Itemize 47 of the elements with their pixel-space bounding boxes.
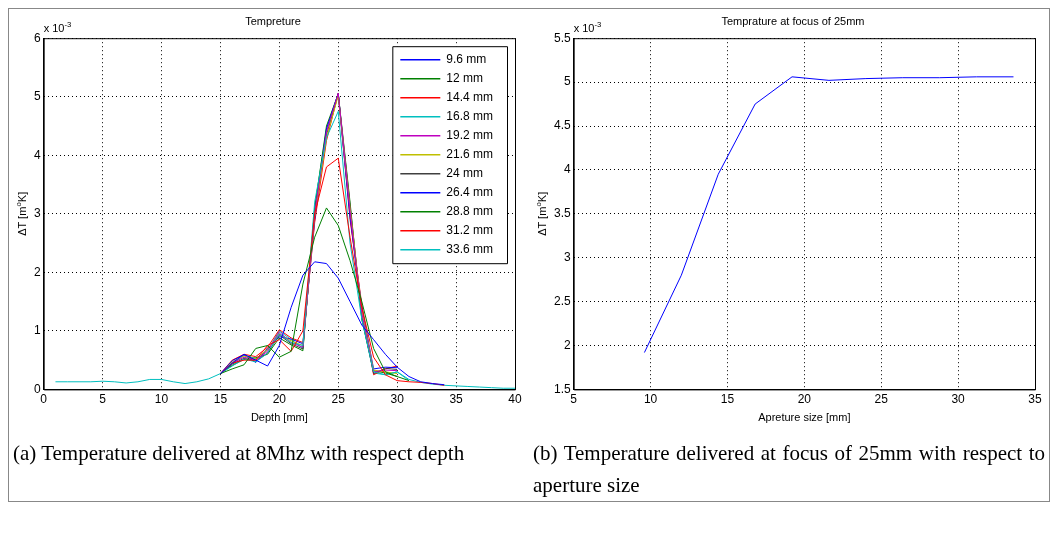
- chart-title: Tempreture: [245, 14, 301, 27]
- x-axis-title: Depth [mm]: [250, 411, 308, 424]
- legend-label: 21.6 mm: [446, 147, 494, 162]
- x-tick-label: 10: [154, 391, 169, 406]
- x-tick-label: 30: [951, 391, 966, 406]
- y-tick-label: 4: [563, 162, 571, 177]
- x-tick-label: 15: [213, 391, 228, 406]
- x-tick-label: 5: [99, 391, 107, 406]
- y-tick-label: 1.5: [553, 381, 571, 396]
- y-tick-label: 1: [33, 323, 41, 338]
- y-tick-label: 4: [33, 147, 41, 162]
- legend-label: 16.8 mm: [446, 109, 494, 124]
- y-tick-label: 4.5: [553, 118, 571, 133]
- chart-title: Temprature at focus of 25mm: [721, 14, 865, 27]
- legend-label: 31.2 mm: [446, 223, 494, 238]
- legend-label: 12 mm: [446, 71, 484, 86]
- y-tick-label: 2: [33, 264, 41, 279]
- y-tick-label: 6: [33, 30, 41, 45]
- y-tick-label: 3.5: [553, 206, 571, 221]
- x-tick-label: 25: [874, 391, 889, 406]
- y-tick-label: 5.5: [553, 30, 571, 45]
- x-tick-label: 25: [331, 391, 346, 406]
- x-tick-label: 15: [720, 391, 735, 406]
- text: (b) Temperature delivered at focus of 25mm with respect to aperture size: [532, 440, 1046, 499]
- legend-label: 9.6 mm: [446, 52, 487, 67]
- x-axis-title: Apreture size [mm]: [758, 411, 851, 424]
- x-tick-label: 40: [508, 391, 522, 406]
- legend-label: 14.4 mm: [446, 90, 494, 105]
- x-tick-label: 35: [1028, 391, 1042, 406]
- y-tick-label: 3: [33, 206, 41, 221]
- y-tick-label: 2.5: [553, 293, 571, 308]
- legend-label: 26.4 mm: [446, 185, 494, 200]
- y-tick-label: 3: [563, 250, 571, 265]
- legend-label: 28.8 mm: [446, 204, 494, 219]
- legend-label: 19.2 mm: [446, 128, 494, 143]
- x-tick-label: 30: [390, 391, 405, 406]
- x-tick-label: 20: [272, 391, 287, 406]
- x-tick-label: 20: [797, 391, 812, 406]
- y-tick-label: 5: [563, 74, 571, 89]
- y-tick-label: 0: [33, 381, 41, 396]
- text: (a) Temperature delivered at 8Mhz with respect depth: [12, 440, 466, 467]
- legend-label: 24 mm: [446, 166, 484, 181]
- y-tick-label: 5: [33, 89, 41, 104]
- x-tick-label: 10: [643, 391, 658, 406]
- legend-label: 33.6 mm: [446, 242, 494, 257]
- y-tick-label: 2: [563, 337, 571, 352]
- x-tick-label: 35: [449, 391, 464, 406]
